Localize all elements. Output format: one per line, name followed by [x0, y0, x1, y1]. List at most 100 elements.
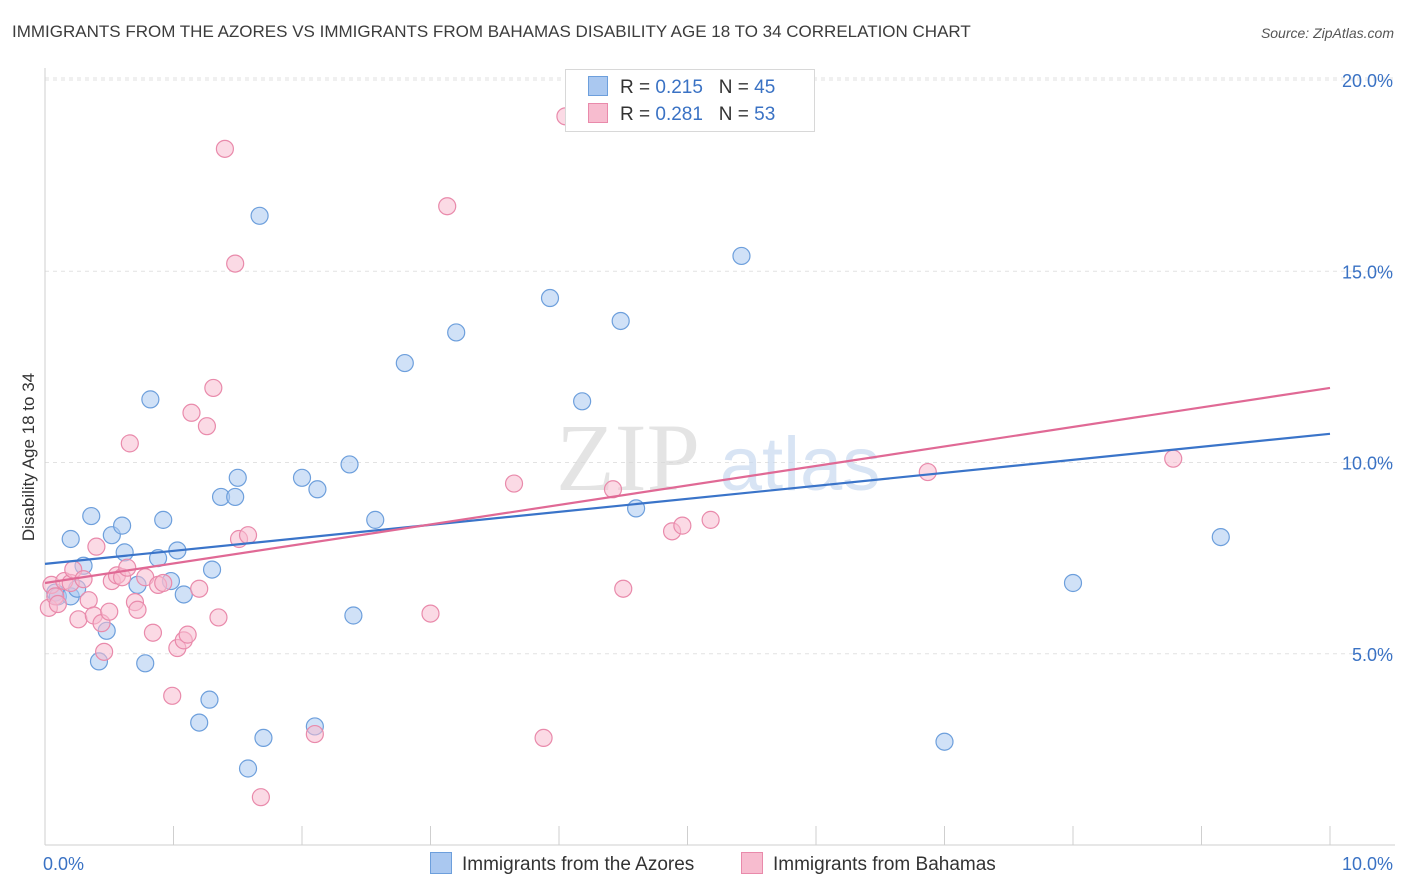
y-tick-label: 10.0% [1342, 454, 1393, 474]
azores-point [250, 206, 269, 225]
azores-point [1063, 573, 1083, 593]
bahamas-point [128, 600, 147, 619]
watermark-atlas: atlas [720, 422, 881, 507]
bahamas-point [87, 537, 106, 556]
bahamas-point [190, 579, 209, 598]
bahamas-point [614, 579, 633, 598]
bahamas-point [182, 403, 201, 422]
bottom-legend-label-bahamas: Immigrants from Bahamas [773, 854, 996, 875]
legend-r-value-bahamas: 0.281 [655, 104, 703, 125]
bahamas-point [48, 594, 67, 614]
azores-point [308, 480, 327, 499]
legend-n-label-azores: N = [718, 77, 755, 98]
bahamas-point [79, 591, 98, 610]
azores-point [190, 713, 209, 732]
azores-point [340, 455, 359, 474]
chart-title: IMMIGRANTS FROM THE AZORES VS IMMIGRANTS… [12, 22, 971, 41]
bahamas-point [215, 139, 234, 158]
bottom-legend-swatch-bahamas [741, 852, 763, 874]
legend-r-value-azores: 0.215 [655, 77, 703, 98]
legend-n-label-bahamas: N = [718, 104, 755, 125]
bahamas-point [421, 604, 440, 623]
azores-point [115, 543, 134, 562]
azores-point [366, 510, 385, 529]
bahamas-point [673, 516, 692, 535]
correlation-legend: R = 0.215 N = 45 R = 0.281 N = 53 [565, 69, 815, 132]
legend-r-label-azores: R = [620, 77, 656, 98]
bottom-legend-bahamas: Immigrants from Bahamas [741, 852, 996, 876]
y-tick-label: 15.0% [1342, 262, 1393, 282]
bahamas-point [69, 610, 88, 629]
bahamas-point [918, 462, 937, 482]
bahamas-point [701, 510, 720, 529]
watermark-zip: ZIP [556, 404, 700, 511]
azores-point [174, 585, 193, 604]
tick-labels: 5.0% 10.0% 15.0% 20.0% 0.0% 10.0% [43, 71, 1393, 874]
azores-point [732, 246, 751, 266]
azores-point [395, 353, 414, 373]
azores-point [447, 323, 466, 342]
azores-point [200, 690, 219, 709]
bahamas-point [238, 526, 258, 545]
bahamas-point [209, 608, 228, 627]
azores-point [141, 390, 160, 409]
bahamas-point [197, 417, 217, 436]
legend-swatch-bahamas [588, 103, 608, 123]
axes [44, 68, 1395, 846]
y-tick-label: 20.0% [1342, 71, 1393, 91]
bahamas-point [95, 642, 114, 661]
azores-point [344, 606, 363, 625]
azores-points [46, 206, 1230, 778]
bahamas-point [438, 197, 457, 216]
bahamas-point [143, 623, 163, 642]
azores-point [228, 468, 247, 487]
legend-swatch-azores [588, 76, 608, 96]
chart-source: Source: ZipAtlas.com [1260, 25, 1394, 41]
trend-lines [44, 386, 1331, 585]
legend-row-bahamas: R = 0.281 N = 53 [588, 103, 775, 126]
legend-n-value-bahamas: 53 [754, 104, 776, 125]
y-axis-label-group: Disability Age 18 to 34 [19, 373, 38, 541]
bahamas-trend-line [44, 386, 1331, 585]
bahamas-point [504, 474, 524, 493]
azores-point [61, 529, 80, 549]
watermark: ZIP atlas [556, 404, 880, 511]
azores-point [540, 288, 560, 308]
azores-point [82, 506, 101, 526]
bahamas-point [226, 254, 245, 273]
bahamas-point [1164, 449, 1183, 468]
bahamas-point [74, 570, 93, 589]
bottom-legend-label-azores: Immigrants from the Azores [462, 854, 695, 875]
azores-point [202, 560, 222, 579]
legend-n-value-azores: 45 [754, 77, 776, 98]
azores-trend-line [44, 432, 1331, 565]
bahamas-points [39, 107, 1183, 807]
azores-point [226, 487, 245, 507]
bahamas-point [118, 558, 137, 577]
bahamas-point [178, 625, 197, 644]
bahamas-point [305, 724, 324, 744]
gridlines [45, 77, 1395, 655]
legend-r-label-bahamas: R = [620, 104, 656, 125]
bahamas-point [204, 378, 223, 398]
azores-point [154, 510, 173, 529]
y-axis-label: Disability Age 18 to 34 [19, 373, 38, 541]
azores-point [611, 311, 630, 331]
bahamas-point [251, 788, 270, 807]
azores-point [573, 392, 592, 411]
bahamas-point [120, 434, 139, 453]
azores-point [292, 468, 312, 487]
bahamas-point [163, 686, 182, 705]
azores-point [254, 728, 273, 748]
azores-point [238, 759, 258, 778]
azores-point [112, 516, 132, 535]
azores-point [935, 732, 954, 751]
bahamas-point [154, 573, 173, 593]
azores-point [1211, 527, 1230, 547]
bottom-legend-swatch-azores [430, 852, 452, 874]
y-tick-label: 5.0% [1352, 645, 1393, 665]
bottom-legend-azores: Immigrants from the Azores [430, 852, 694, 876]
bahamas-point [100, 602, 119, 621]
x-tick-label: 10.0% [1342, 854, 1393, 874]
